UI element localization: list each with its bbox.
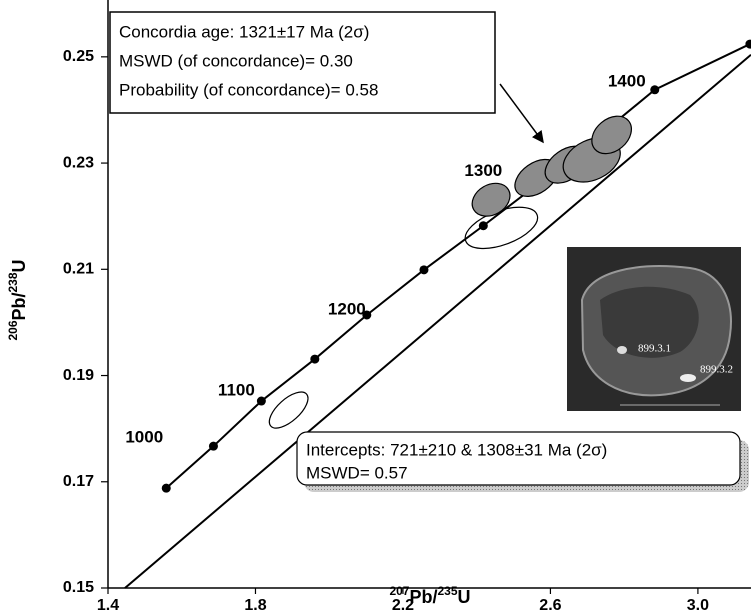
error-ellipse: [471, 182, 511, 217]
x-tick-label: 2.6: [539, 597, 561, 610]
x-axis-label: 207Pb/235U: [389, 584, 470, 607]
y-tick-label: 0.25: [63, 48, 94, 65]
box-line: Concordia age: 1321±17 Ma (2σ): [119, 22, 369, 41]
age-marker: [478, 221, 488, 231]
x-tick-label: 1.8: [244, 597, 266, 610]
age-marker: [650, 85, 660, 95]
age-marker: [419, 265, 429, 275]
arrow: [499, 83, 544, 144]
age-label: 1200: [328, 299, 366, 318]
inset-image: 899.3.1 899.3.2: [567, 247, 741, 411]
age-marker: [745, 39, 751, 49]
y-label-mass: 206: [6, 320, 20, 340]
y-label-element: U: [9, 259, 29, 272]
inset-label: 899.3.2: [700, 364, 733, 376]
x-tick-label: 1.4: [97, 597, 119, 610]
age-marker: [310, 354, 320, 364]
y-label-element: Pb/: [9, 292, 29, 320]
spot: [680, 374, 696, 382]
age-marker: [362, 310, 372, 320]
age-label: 1000: [125, 428, 163, 447]
y-tick-label: 0.15: [63, 579, 94, 596]
error-ellipse: [268, 391, 309, 429]
curve-discordia: [124, 53, 751, 589]
age-label: 1100: [218, 381, 255, 400]
age-marker: [161, 483, 171, 493]
age-label: 1400: [608, 71, 646, 90]
concordia-box: [109, 11, 496, 114]
y-tick-label: 0.19: [63, 367, 94, 384]
y-axis-label: 206Pb/238U: [6, 259, 29, 340]
spot: [617, 346, 627, 354]
x-label-mass: 207: [389, 584, 409, 598]
y-tick-label: 0.23: [63, 154, 94, 171]
x-label-mass: 235: [438, 584, 458, 598]
y-label-mass: 238: [6, 272, 20, 292]
y-tick-label: 0.17: [63, 473, 94, 490]
x-label-element: U: [458, 587, 471, 607]
y-tick-label: 0.21: [63, 261, 94, 278]
zircon-core: [600, 286, 699, 358]
box-line: MSWD (of concordance)= 0.30: [119, 51, 353, 70]
inset-label: 899.3.1: [638, 343, 671, 355]
box-line: MSWD= 0.57: [306, 463, 408, 482]
plot-area: 1.4 1.8 2.2 2.6 3.0 0.15 0.17 0.19 0.21 0.23 0.25 1…: [63, 0, 751, 610]
age-label: 1300: [464, 161, 502, 180]
box-line: Probability (of concordance)= 0.58: [119, 80, 378, 99]
age-marker: [208, 441, 218, 451]
error-ellipse: [591, 115, 632, 155]
x-label-element: Pb/: [409, 587, 437, 607]
x-tick-label: 2.2: [392, 597, 414, 610]
x-tick-label: 3.0: [687, 597, 709, 610]
intercept-box: [296, 431, 741, 486]
age-marker: [256, 396, 266, 406]
box-line: Intercepts: 721±210 & 1308±31 Ma (2σ): [306, 440, 607, 459]
